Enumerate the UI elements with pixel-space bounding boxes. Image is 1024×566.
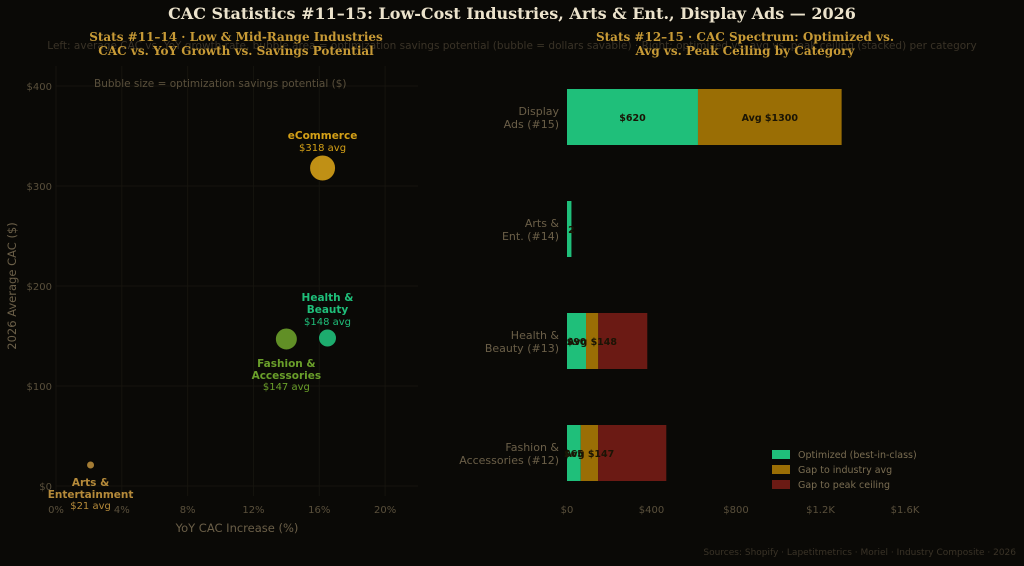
scatter-y-tick-label: $300 [27,182,52,193]
scatter-x-tick-label: 20% [374,505,396,516]
scatter-point-label: Arts & [72,477,109,489]
bar-x-tick-label: $800 [723,505,748,516]
bar-x-tick-label: $1.2K [806,505,835,516]
scatter-note: Bubble size = optimization savings poten… [94,78,346,90]
bar-x-tick-label: $400 [639,505,664,516]
scatter-point-value: $318 avg [299,143,346,154]
left-panel-title-line2: CAC vs. YoY Growth vs. Savings Potential [98,44,374,58]
scatter-x-tick-label: 16% [308,505,330,516]
bar-x-tick-label: $1.6K [891,505,920,516]
bar-avg-label: Avg $147 [565,449,615,460]
bar-segment [567,89,698,145]
bar-optimized-label: $65 [564,449,584,460]
scatter-y-axis-label: 2026 Average CAC ($) [5,222,19,349]
scatter-point-value: $147 avg [263,382,310,393]
scatter-bubble [318,328,337,348]
left-panel-title: Stats #11–14 · Low & Mid-Range Industrie… [56,30,416,58]
scatter-bubble [309,154,337,182]
legend-label: Optimized (best-in-class) [798,450,917,461]
scatter-x-tick-label: 0% [48,505,64,516]
bar-category-label: Health & [511,329,560,342]
page-title: CAC Statistics #11–15: Low-Cost Industri… [168,4,856,23]
bar-category-label: Ads (#15) [504,118,559,131]
scatter-x-tick-label: 12% [242,505,264,516]
bar-category-label: Accessories (#12) [459,454,559,467]
scatter-x-tick-label: 8% [180,505,196,516]
legend-swatch [772,450,790,459]
bar-segment [586,313,599,369]
bar-avg-label: Avg $148 [567,337,617,348]
scatter-point-value: $21 avg [70,501,111,512]
bar-category-label: Display [518,105,559,118]
scatter-point-label: Beauty [307,304,349,316]
bar-segment [567,425,581,481]
bar-category-label: Beauty (#13) [485,342,559,355]
scatter-y-tick-label: $400 [27,82,52,93]
scatter-point-label: Health & [302,292,354,304]
scatter-y-tick-label: $200 [27,282,52,293]
legend-label: Gap to industry avg [798,465,892,476]
bar-category-label: Ent. (#14) [502,230,559,243]
scatter-bubble [86,460,96,470]
right-panel-title: Stats #12–15 · CAC Spectrum: Optimized v… [560,30,930,58]
bar-segment [598,425,667,481]
bar-segment [697,89,842,145]
bar-category-label: Arts & [525,217,560,230]
legend-swatch [772,480,790,489]
scatter-point-label: Accessories [252,370,322,382]
page-subtitle: Left: average CAC vs. YoY growth rate, b… [47,40,977,52]
scatter-point-value: $148 avg [304,317,351,328]
bar-segment [598,313,648,369]
bar-avg-label: Avg $1300 [742,113,799,124]
left-panel-title-line1: Stats #11–14 · Low & Mid-Range Industrie… [89,30,383,44]
bar-avg-label: 2 [568,225,575,236]
scatter-x-tick-label: 4% [114,505,130,516]
scatter-y-tick-label: $100 [27,382,52,393]
scatter-point-label: eCommerce [288,130,358,142]
scatter-point-label: Fashion & [257,358,315,370]
bar-category-label: Fashion & [505,441,559,454]
right-panel-title-line1: Stats #12–15 · CAC Spectrum: Optimized v… [595,30,895,44]
legend-label: Gap to peak ceiling [798,480,890,491]
source-note: Sources: Shopify · Lapetitmetrics · Mori… [703,548,1016,558]
scatter-point-label: Entertainment [48,489,134,501]
scatter-x-axis-label: YoY CAC Increase (%) [175,521,299,535]
bar-segment [580,425,599,481]
scatter-y-tick-label: $0 [39,482,52,493]
bar-optimized-label: $620 [619,113,646,124]
bar-segment [567,201,572,257]
bar-x-tick-label: $0 [561,505,574,516]
legend-swatch [772,465,790,474]
bar-segment [567,313,587,369]
right-panel-title-line2: Avg vs. Peak Ceiling by Category [635,44,855,58]
bar-optimized-label: $90 [567,337,587,348]
scatter-bubble [274,327,298,351]
